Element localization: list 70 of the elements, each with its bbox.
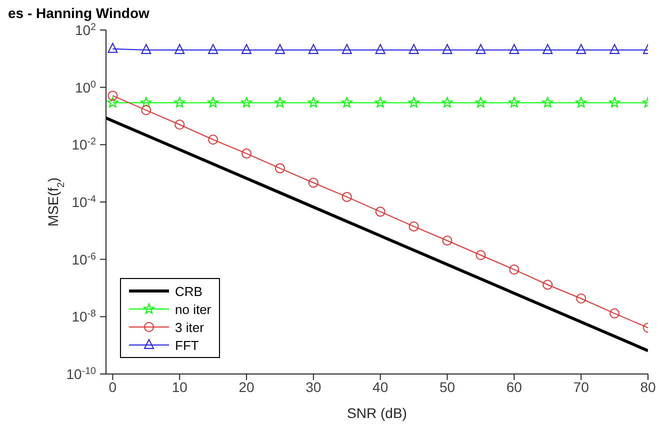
point: [408, 97, 420, 108]
point: [408, 221, 419, 232]
point: [476, 44, 486, 54]
point: [308, 44, 318, 54]
point: [108, 90, 118, 101]
chart-title: es - Hanning Window: [8, 5, 150, 21]
point: [442, 97, 453, 108]
legend-label: CRB: [175, 284, 202, 298]
point: [242, 44, 252, 54]
y-tick-label: 10$^{0}$: [74, 78, 97, 96]
x-tick-label: 80: [640, 378, 656, 395]
y-tick-label: 10$^{2}$: [74, 22, 96, 38]
point: [442, 236, 452, 246]
y-tick-label: 10$^{-2}$: [72, 136, 96, 153]
point: [274, 97, 286, 108]
point: [174, 120, 185, 130]
point: [610, 44, 620, 54]
point: [476, 250, 486, 260]
x-tick-label: 20: [238, 378, 255, 395]
point: [274, 44, 285, 54]
point: [208, 134, 218, 145]
legend-label: 3 iter: [175, 320, 204, 334]
point: [242, 148, 252, 159]
x-tick-label: 40: [372, 378, 388, 395]
point: [174, 44, 185, 54]
x-tick-label: 60: [506, 378, 522, 395]
point: [140, 97, 152, 108]
point: [509, 264, 520, 275]
x-tick-label: 0: [108, 378, 117, 395]
point: [108, 42, 118, 53]
point: [542, 97, 554, 108]
point: [375, 206, 386, 217]
x-axis-title: SNR (dB): [347, 405, 407, 421]
x-tick-label: 50: [439, 378, 456, 395]
point: [308, 97, 319, 108]
legend-label: FFT: [175, 338, 199, 352]
point: [542, 44, 553, 54]
y-tick-label: 10$^{-8}$: [72, 308, 97, 325]
point: [442, 44, 452, 54]
point: [509, 44, 520, 54]
point: [342, 192, 352, 202]
point: [375, 44, 386, 54]
point: [542, 280, 553, 290]
point: [141, 105, 152, 116]
point: [141, 44, 152, 54]
point: [610, 308, 620, 318]
point: [609, 97, 620, 108]
y-tick-label: 10$^{-6}$: [72, 250, 97, 268]
point: [408, 44, 419, 54]
x-tick-label: 10: [172, 378, 188, 395]
point: [341, 97, 352, 108]
x-tick-label: 70: [573, 378, 590, 395]
point: [107, 97, 118, 108]
y-tick-label: 10$^{-10}$: [66, 366, 97, 382]
point: [241, 97, 252, 108]
point: [576, 294, 586, 304]
point: [208, 97, 219, 108]
point: [174, 97, 186, 108]
y-tick-label: 10$^{-4}$: [72, 194, 97, 210]
point: [475, 97, 486, 108]
point: [274, 163, 285, 174]
point: [576, 97, 587, 108]
x-tick-label: 30: [306, 378, 322, 395]
point: [308, 178, 318, 188]
point: [576, 44, 586, 54]
point: [374, 97, 386, 108]
legend-label: no iter: [175, 302, 212, 316]
point: [342, 44, 352, 54]
point: [508, 97, 520, 108]
point: [208, 44, 218, 54]
